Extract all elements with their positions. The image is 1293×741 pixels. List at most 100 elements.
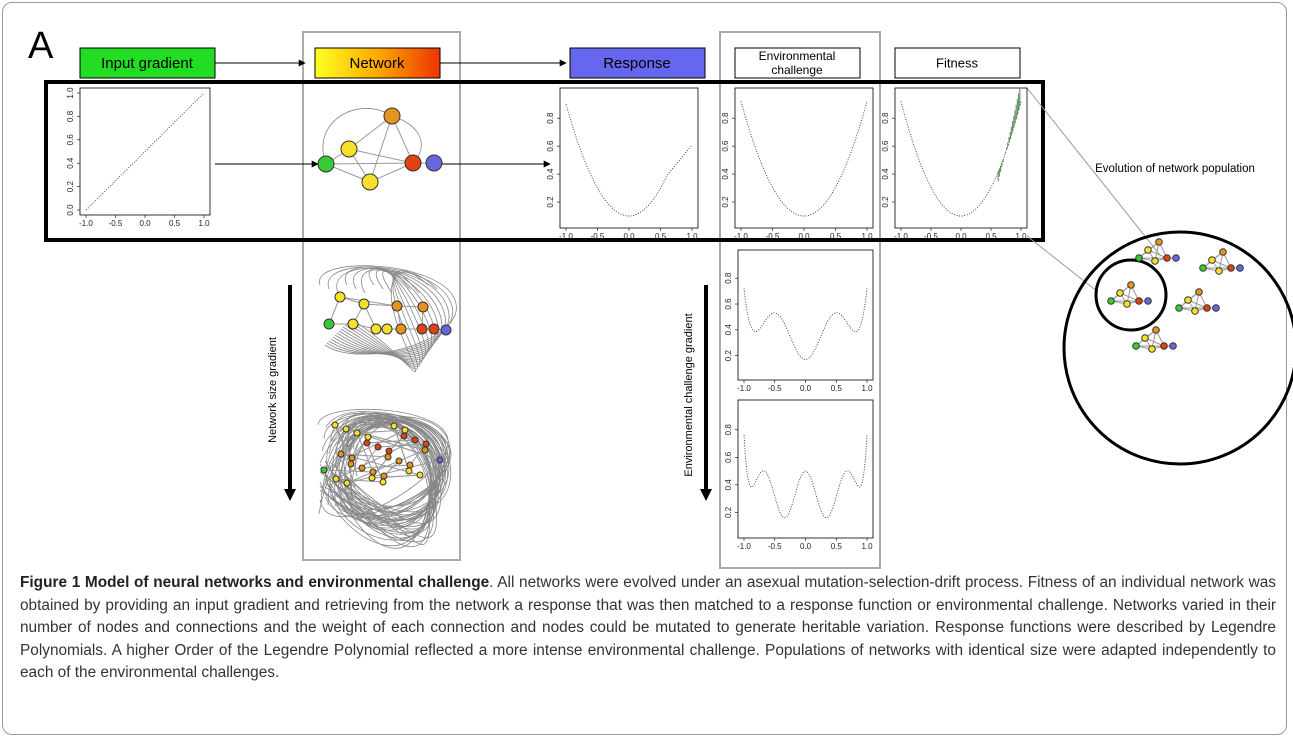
network-node bbox=[1172, 254, 1180, 262]
network-node bbox=[340, 140, 358, 158]
y-tick-label: 0.8 bbox=[66, 110, 75, 122]
network-node bbox=[390, 422, 398, 430]
network-edge bbox=[356, 429, 406, 434]
network-edge bbox=[369, 115, 393, 183]
network-edge bbox=[334, 269, 439, 356]
network-node bbox=[1123, 300, 1131, 308]
y-tick-label: 0.6 bbox=[66, 134, 75, 146]
network-edge bbox=[356, 432, 374, 473]
y-tick-label: 0.2 bbox=[721, 196, 730, 208]
fitness-box-label: Fitness bbox=[936, 55, 978, 70]
population-label: Evolution of network population bbox=[1095, 163, 1255, 175]
highlight-row bbox=[44, 80, 1045, 242]
plot-frame bbox=[734, 87, 874, 229]
network-edge bbox=[371, 474, 421, 479]
y-tick-label: 0.4 bbox=[721, 168, 730, 180]
mini-network bbox=[1107, 281, 1152, 308]
y-tick-label: 0.4 bbox=[724, 479, 733, 491]
x-tick-label: 0.5 bbox=[169, 219, 181, 228]
network-node bbox=[384, 453, 392, 461]
x-tick-label: -1.0 bbox=[559, 232, 573, 241]
x-tick-label: -0.5 bbox=[591, 232, 605, 241]
network-node bbox=[417, 301, 429, 313]
network-node bbox=[361, 173, 379, 191]
input-box bbox=[79, 47, 216, 79]
network-node bbox=[391, 300, 403, 312]
x-tick-label: 0.5 bbox=[655, 232, 667, 241]
environment-box-label: challenge bbox=[771, 63, 823, 77]
y-tick-label: 0.4 bbox=[881, 168, 890, 180]
x-tick-label: -1.0 bbox=[79, 219, 93, 228]
network-node bbox=[1169, 342, 1177, 350]
network-edge bbox=[319, 421, 441, 520]
x-tick-label: 1.0 bbox=[861, 232, 873, 241]
network-node bbox=[400, 432, 408, 440]
network-node bbox=[1199, 264, 1207, 272]
network-node bbox=[395, 323, 407, 335]
network-edge bbox=[366, 442, 384, 483]
x-tick-label: 0.5 bbox=[830, 232, 842, 241]
network-edge bbox=[334, 418, 431, 549]
y-tick-label: 0.8 bbox=[721, 112, 730, 124]
plot: -1.0 -0.5 0.0 0.5 1.0 0.2 0.4 0.6 0.8 bbox=[721, 87, 874, 241]
network-node bbox=[1116, 289, 1124, 297]
network-node bbox=[1141, 334, 1149, 342]
network-node bbox=[342, 425, 350, 433]
y-tick-label: 0.2 bbox=[66, 180, 75, 192]
network-node bbox=[1163, 254, 1171, 262]
network-edge bbox=[335, 439, 416, 480]
network-node bbox=[1135, 297, 1143, 305]
input-box-label: Input gradient bbox=[101, 55, 194, 72]
network-node bbox=[1135, 254, 1143, 262]
response-box bbox=[569, 47, 706, 79]
network-node bbox=[369, 468, 377, 476]
network-edge bbox=[348, 148, 414, 164]
network-node bbox=[1175, 304, 1183, 312]
network-node bbox=[347, 318, 359, 330]
network-edge bbox=[318, 425, 438, 526]
network-graph bbox=[317, 408, 452, 549]
y-tick-label: 0.8 bbox=[881, 112, 890, 124]
network-node bbox=[337, 450, 345, 458]
y-tick-label: 0.8 bbox=[724, 424, 733, 436]
network-node bbox=[1152, 326, 1160, 334]
x-tick-label: 0.0 bbox=[800, 384, 812, 393]
x-tick-label: -1.0 bbox=[894, 232, 908, 241]
x-tick-label: 1.0 bbox=[198, 219, 210, 228]
network-node bbox=[1132, 342, 1140, 350]
network-edge bbox=[325, 162, 414, 165]
y-tick-label: 0.8 bbox=[546, 112, 555, 124]
caption-title: Figure 1 Model of neural networks and en… bbox=[20, 574, 490, 591]
network-edge bbox=[348, 115, 393, 150]
network-node bbox=[370, 323, 382, 335]
network-node bbox=[1151, 257, 1159, 265]
plot: -1.0 -0.5 0.0 0.5 1.0 0.2 0.4 0.6 0.8 bbox=[546, 87, 699, 241]
network-node bbox=[348, 454, 356, 462]
network-edge bbox=[346, 449, 426, 484]
network-node bbox=[332, 475, 340, 483]
network-box-label: Network bbox=[349, 55, 405, 72]
y-tick-label: 0.2 bbox=[546, 196, 555, 208]
network-node bbox=[422, 440, 430, 448]
x-tick-label: -0.5 bbox=[768, 542, 782, 551]
network-node bbox=[385, 447, 393, 455]
plot: -1.0 -0.5 0.0 0.5 1.0 0.2 0.4 0.6 0.8 bbox=[881, 87, 1028, 241]
network-edge bbox=[388, 435, 405, 452]
figure: A Input gradient Network Response Enviro… bbox=[28, 25, 1293, 569]
x-tick-label: 1.0 bbox=[861, 542, 873, 551]
size-gradient-label: Network size gradient bbox=[267, 337, 279, 443]
y-tick-label: 0.6 bbox=[721, 140, 730, 152]
x-tick-label: -0.5 bbox=[924, 232, 938, 241]
y-tick-label: 0.8 bbox=[724, 272, 733, 284]
plot-curve bbox=[85, 92, 205, 211]
plot-frame bbox=[737, 249, 874, 381]
network-edge bbox=[350, 271, 438, 373]
network-edge bbox=[336, 417, 440, 521]
network-node bbox=[331, 421, 339, 429]
network-node bbox=[1184, 296, 1192, 304]
network-node bbox=[1148, 345, 1156, 353]
plot-frame bbox=[559, 87, 699, 229]
caption: Figure 1 Model of neural networks and en… bbox=[20, 572, 1276, 685]
x-tick-label: 0.5 bbox=[831, 542, 843, 551]
